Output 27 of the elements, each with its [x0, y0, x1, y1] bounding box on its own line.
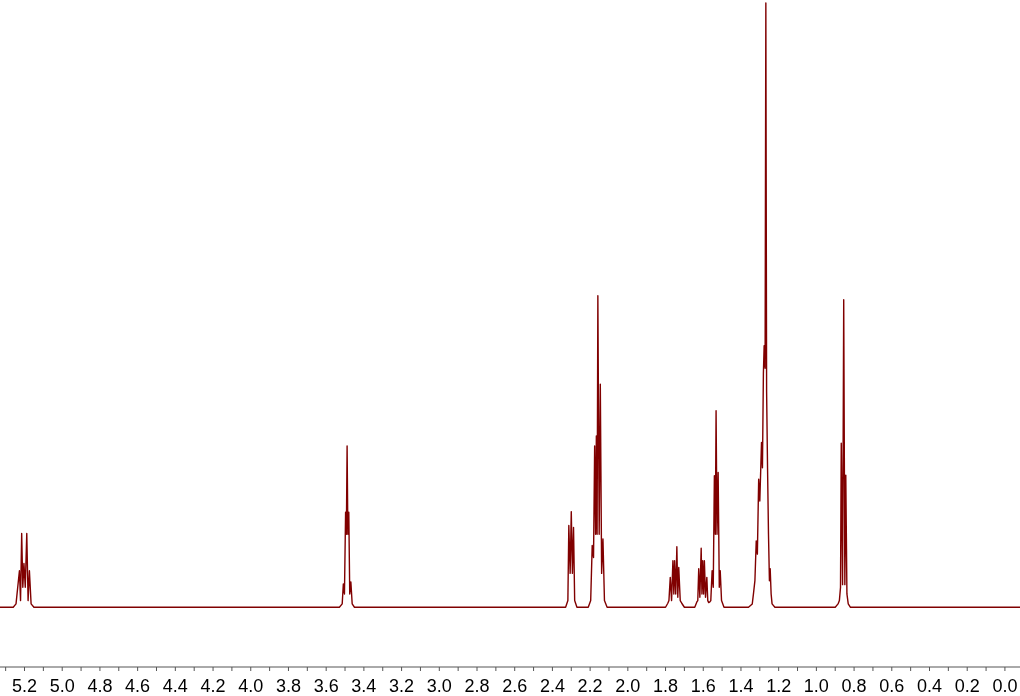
x-tick-label: 2.4: [539, 676, 565, 696]
x-tick-label: 4.2: [200, 676, 226, 696]
x-tick-label: 3.0: [426, 676, 452, 696]
x-tick-label: 4.4: [162, 676, 188, 696]
x-tick-label: 5.0: [49, 676, 75, 696]
x-tick-label: 0.6: [879, 676, 905, 696]
x-tick-label: 1.8: [653, 676, 679, 696]
x-tick-label: 1.6: [690, 676, 716, 696]
x-tick-label: 0.8: [841, 676, 867, 696]
x-tick-label: 2.8: [464, 676, 490, 696]
x-tick-label: 2.0: [615, 676, 641, 696]
x-tick-label: 3.6: [313, 676, 339, 696]
x-tick-label: 2.2: [577, 676, 603, 696]
x-tick-label: 0.0: [992, 676, 1018, 696]
x-tick-label: 3.2: [389, 676, 415, 696]
x-tick-label: 1.0: [803, 676, 829, 696]
x-tick-label: 3.8: [275, 676, 301, 696]
x-tick-label: 3.4: [351, 676, 377, 696]
x-tick-label: 1.2: [766, 676, 792, 696]
x-tick-label: 0.4: [916, 676, 943, 696]
x-tick-label: 4.8: [87, 676, 113, 696]
x-tick-label: 4.0: [238, 676, 264, 696]
x-tick-label: 1.4: [728, 676, 754, 696]
x-tick-label: 2.6: [502, 676, 528, 696]
x-tick-label: 0.2: [954, 676, 980, 696]
x-tick-label: 4.6: [125, 676, 151, 696]
x-tick-label: 5.2: [11, 676, 38, 696]
